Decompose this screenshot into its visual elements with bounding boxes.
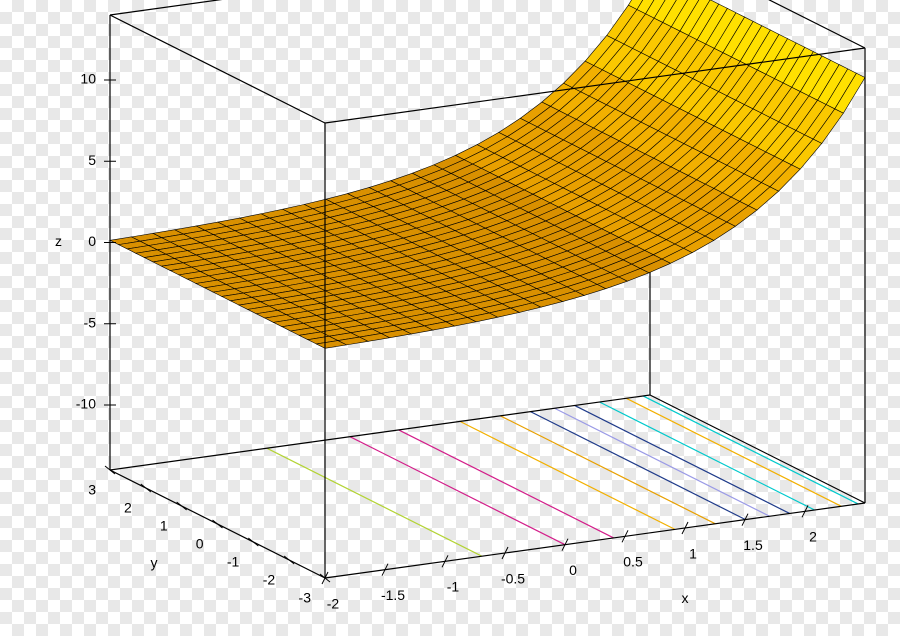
x-tick-label: -1.5 <box>381 587 405 603</box>
y-tick-label: 1 <box>160 517 168 533</box>
y-tick-label: 2 <box>124 499 132 515</box>
x-tick-label: 2 <box>809 529 817 545</box>
y-tick-label: 3 <box>88 481 96 497</box>
z-tick-label: 5 <box>88 152 96 168</box>
y-tick-label: -1 <box>227 553 240 569</box>
z-tick-label: -5 <box>84 314 97 330</box>
chart-svg: -2-1.5-1-0.500.511.52-3-2-10123-10-50510… <box>0 0 900 636</box>
x-axis-label: x <box>682 590 689 606</box>
x-tick-label: -1 <box>447 579 460 595</box>
x-tick-label: 1.5 <box>743 537 763 553</box>
x-tick-label: 0 <box>569 562 577 578</box>
x-tick-label: 0.5 <box>623 554 643 570</box>
z-axis-label: z <box>55 233 62 249</box>
surface-mesh <box>110 0 865 348</box>
z-tick-label: -10 <box>76 396 96 412</box>
z-tick-label: 0 <box>88 233 96 249</box>
y-tick-label: -2 <box>263 571 276 587</box>
y-tick-label: -3 <box>299 589 312 605</box>
surface-3d-chart: -2-1.5-1-0.500.511.52-3-2-10123-10-50510… <box>0 0 900 636</box>
x-tick-label: -0.5 <box>501 570 525 586</box>
y-tick-label: 0 <box>196 535 204 551</box>
y-axis-label: y <box>151 555 158 571</box>
z-tick-label: 10 <box>80 71 96 87</box>
x-tick-label: -2 <box>327 595 340 611</box>
x-tick-label: 1 <box>689 545 697 561</box>
